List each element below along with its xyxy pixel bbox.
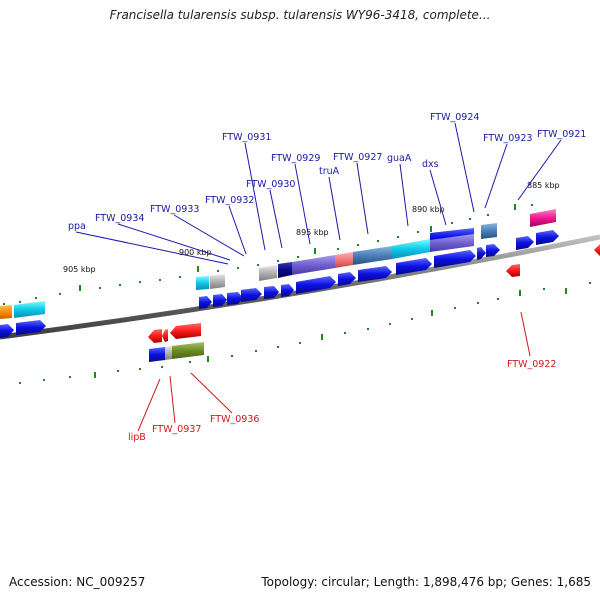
gene-label-guaa[interactable]: guaA <box>387 153 412 164</box>
gene-block <box>335 252 353 268</box>
accession-text: Accession: NC_009257 <box>9 575 146 589</box>
scale-label: 905 kbp <box>63 265 96 274</box>
gene-label-ftw-0933[interactable]: FTW_0933 <box>150 204 199 215</box>
gene-block <box>196 276 209 290</box>
gene-arrow <box>162 329 168 342</box>
inner-tick-track <box>19 282 591 384</box>
gene-block <box>353 246 392 265</box>
gene-block <box>149 347 165 362</box>
outer-tick-track <box>3 204 533 305</box>
gene-label-ftw-0922[interactable]: FTW_0922 <box>507 359 556 370</box>
gene-label-ftw-0921[interactable]: FTW_0921 <box>537 129 586 140</box>
gene-arrow <box>477 247 486 260</box>
gene-label-ftw-0932[interactable]: FTW_0932 <box>205 195 254 206</box>
gene-arrow <box>241 288 262 302</box>
gene-label-ftw-0936[interactable]: FTW_0936 <box>210 414 259 425</box>
forward-gene-labels: ppa FTW_0934 FTW_0933 FTW_0932 FTW_0931 … <box>68 112 586 232</box>
gene-block <box>210 274 225 289</box>
gene-arrow <box>170 323 201 339</box>
gene-arrow <box>264 286 279 299</box>
reverse-leader-lines <box>137 311 531 432</box>
gene-label-ftw-0937[interactable]: FTW_0937 <box>152 424 201 435</box>
gene-arrow <box>358 266 392 282</box>
gene-block <box>292 255 335 275</box>
gene-block <box>392 239 430 259</box>
gene-label-ftw-0923[interactable]: FTW_0923 <box>483 133 532 144</box>
reverse-track <box>148 244 600 362</box>
gene-label-dxs[interactable]: dxs <box>422 159 439 170</box>
gene-arrow <box>213 294 227 307</box>
gene-block <box>165 346 172 360</box>
gene-label-ppa[interactable]: ppa <box>68 221 86 232</box>
gene-label-lipb[interactable]: lipB <box>128 432 146 443</box>
scale-label: 890 kbp <box>412 205 445 214</box>
gene-arrow <box>434 250 476 268</box>
gene-arrow <box>396 258 432 275</box>
gene-arrow <box>148 329 162 343</box>
gene-block <box>481 223 497 239</box>
gene-block <box>530 209 556 227</box>
gene-block <box>14 301 45 318</box>
scale-label: 900 kbp <box>179 248 212 257</box>
gene-arrow <box>199 296 212 309</box>
forward-colored-track <box>0 209 556 319</box>
gene-arrow <box>516 236 534 250</box>
gene-label-ftw-0930[interactable]: FTW_0930 <box>246 179 295 190</box>
gene-arrow <box>281 284 294 297</box>
gene-block <box>0 305 12 319</box>
gene-arrow <box>506 264 520 277</box>
scale-label: 885 kbp <box>527 181 560 190</box>
gene-arrow <box>227 292 243 305</box>
gene-arrow <box>486 244 500 257</box>
gene-arrow <box>296 276 336 294</box>
topology-text: Topology: circular; Length: 1,898,476 bp… <box>261 575 591 589</box>
scale-labels: 905 kbp 900 kbp 895 kbp 890 kbp 885 kbp <box>63 181 560 274</box>
gene-block <box>259 265 277 281</box>
gene-label-ftw-0924[interactable]: FTW_0924 <box>430 112 479 123</box>
gene-label-ftw-0931[interactable]: FTW_0931 <box>222 132 271 143</box>
gene-arrow <box>0 324 14 338</box>
reverse-gene-labels: lipB FTW_0937 FTW_0936 FTW_0922 <box>128 359 556 443</box>
gene-label-ftw-0934[interactable]: FTW_0934 <box>95 213 144 224</box>
gene-label-ftw-0929[interactable]: FTW_0929 <box>271 153 320 164</box>
gene-arrow <box>16 320 46 335</box>
gene-label-ftw-0927[interactable]: FTW_0927 <box>333 152 382 163</box>
gene-block <box>430 234 474 252</box>
map-title: Francisella tularensis subsp. tularensis… <box>109 8 491 22</box>
gene-label-trua[interactable]: truA <box>319 166 340 177</box>
forward-leader-lines <box>75 122 562 265</box>
gene-arrow <box>338 272 356 286</box>
scale-label: 895 kbp <box>296 228 329 237</box>
gene-arrow <box>594 244 600 256</box>
gene-block <box>172 342 204 359</box>
forward-arrow-track <box>0 230 559 338</box>
gene-block <box>278 262 292 278</box>
gene-arrow <box>536 230 559 245</box>
